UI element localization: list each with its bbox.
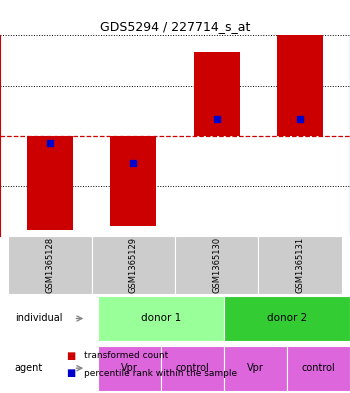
Bar	[287, 346, 350, 391]
Bar	[175, 236, 258, 294]
Bar	[161, 346, 224, 391]
Text: percentile rank within the sample: percentile rank within the sample	[84, 369, 237, 378]
Text: ■: ■	[66, 368, 76, 378]
Bar	[92, 236, 175, 294]
Bar	[110, 136, 156, 226]
Text: Vpr: Vpr	[121, 363, 138, 373]
Text: Vpr: Vpr	[247, 363, 264, 373]
Bar	[27, 136, 73, 230]
Text: transformed count: transformed count	[84, 351, 168, 360]
Bar	[277, 35, 323, 136]
Title: GDS5294 / 227714_s_at: GDS5294 / 227714_s_at	[100, 20, 250, 33]
Bar	[224, 346, 287, 391]
Text: individual: individual	[15, 314, 62, 323]
Text: GSM1365129: GSM1365129	[129, 237, 138, 293]
Bar	[194, 52, 240, 136]
Bar	[258, 236, 342, 294]
Text: ■: ■	[66, 351, 76, 361]
Text: agent: agent	[15, 363, 43, 373]
Text: GSM1365130: GSM1365130	[212, 237, 221, 293]
Bar	[224, 296, 350, 341]
Bar	[98, 346, 161, 391]
Text: control: control	[302, 363, 335, 373]
Bar	[8, 236, 92, 294]
Bar	[98, 296, 224, 341]
Text: donor 1: donor 1	[141, 314, 181, 323]
Text: GSM1365128: GSM1365128	[46, 237, 55, 293]
Text: control: control	[176, 363, 209, 373]
Text: GSM1365131: GSM1365131	[295, 237, 304, 293]
Text: donor 2: donor 2	[267, 314, 307, 323]
